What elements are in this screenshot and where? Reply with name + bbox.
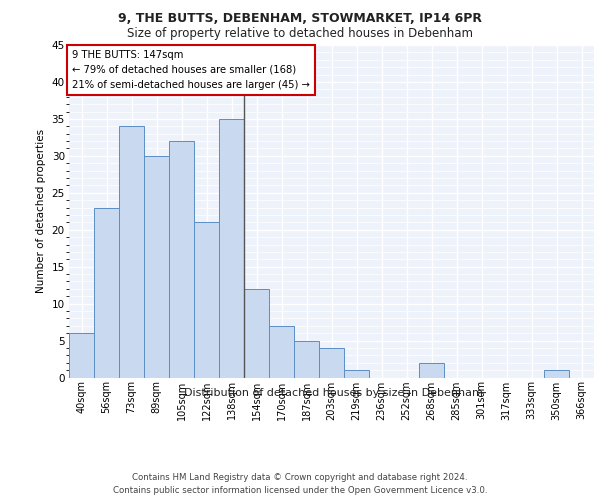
- Bar: [319, 348, 344, 378]
- Y-axis label: Number of detached properties: Number of detached properties: [36, 129, 46, 294]
- Bar: [294, 340, 319, 378]
- Bar: [269, 326, 294, 378]
- Text: 9 THE BUTTS: 147sqm
← 79% of detached houses are smaller (168)
21% of semi-detac: 9 THE BUTTS: 147sqm ← 79% of detached ho…: [71, 50, 310, 90]
- Text: Contains HM Land Registry data © Crown copyright and database right 2024.
Contai: Contains HM Land Registry data © Crown c…: [113, 474, 487, 495]
- Bar: [419, 362, 444, 378]
- Bar: [94, 208, 119, 378]
- Text: Size of property relative to detached houses in Debenham: Size of property relative to detached ho…: [127, 28, 473, 40]
- Bar: [344, 370, 369, 378]
- Text: Distribution of detached houses by size in Debenham: Distribution of detached houses by size …: [184, 388, 482, 398]
- Bar: [244, 289, 269, 378]
- Bar: [219, 119, 244, 378]
- Bar: [144, 156, 169, 378]
- Bar: [69, 333, 94, 378]
- Bar: [169, 141, 194, 378]
- Bar: [544, 370, 569, 378]
- Bar: [119, 126, 144, 378]
- Bar: [194, 222, 219, 378]
- Text: 9, THE BUTTS, DEBENHAM, STOWMARKET, IP14 6PR: 9, THE BUTTS, DEBENHAM, STOWMARKET, IP14…: [118, 12, 482, 26]
